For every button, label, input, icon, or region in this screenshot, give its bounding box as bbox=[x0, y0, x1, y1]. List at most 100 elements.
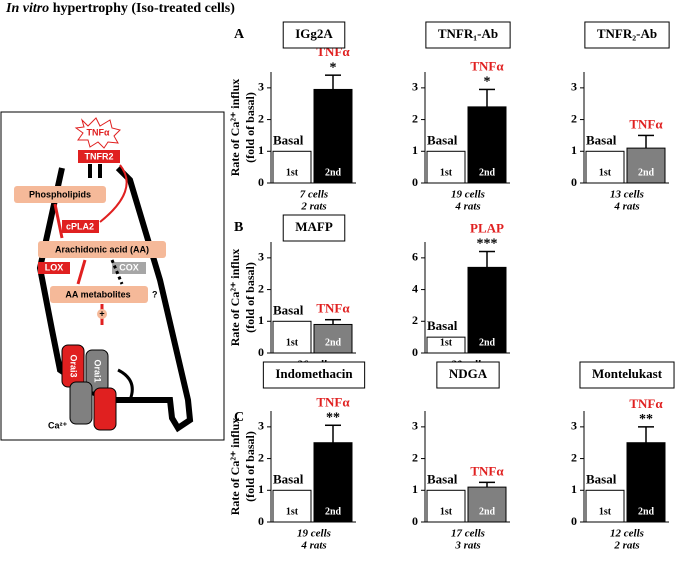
bar bbox=[313, 442, 353, 523]
bar-label: TNFα bbox=[316, 301, 350, 316]
calcium-label: Ca²⁺ bbox=[48, 420, 68, 430]
y-tick-label: 6 bbox=[412, 250, 418, 264]
n-label: 2 rats bbox=[300, 201, 326, 213]
y-tick-label: 0 bbox=[412, 514, 418, 528]
bar bbox=[313, 88, 353, 184]
category-label: 2nd bbox=[325, 506, 342, 517]
bar bbox=[272, 150, 312, 184]
y-tick-label: 2 bbox=[412, 111, 418, 125]
y-tick-label: 1 bbox=[258, 313, 264, 327]
n-label: 19 cells bbox=[297, 528, 331, 540]
category-label: 1st bbox=[440, 337, 453, 348]
bar bbox=[426, 489, 466, 523]
chart-title: TNFR₂-Ab bbox=[597, 26, 657, 41]
receptor-stem bbox=[98, 164, 102, 178]
tnf-burst bbox=[74, 117, 121, 149]
title-rest: hypertrophy (Iso-treated cells) bbox=[53, 1, 236, 16]
y-tick-label: 1 bbox=[571, 143, 577, 157]
y-tick-label: 0 bbox=[571, 175, 577, 189]
figure-title: In vitro hypertrophy (Iso-treated cells) bbox=[5, 1, 235, 16]
category-label: 1st bbox=[286, 337, 299, 348]
diagram: TNFα TNFR2 Phospholipids cPLA2 Arachidon… bbox=[0, 111, 225, 441]
y-tick-label: 1 bbox=[258, 482, 264, 496]
receptor-stem bbox=[88, 164, 92, 178]
significance: ** bbox=[326, 410, 340, 425]
orai1-label: Orai1 bbox=[93, 359, 103, 382]
bar-label: TNFα bbox=[629, 396, 663, 411]
significance: ** bbox=[639, 412, 653, 427]
y-tick-label: 3 bbox=[571, 419, 577, 433]
bar bbox=[426, 150, 466, 184]
y-tick-label: 3 bbox=[258, 250, 264, 264]
category-label: 1st bbox=[440, 167, 453, 178]
y-axis-label: (fold of basal) bbox=[243, 262, 257, 333]
bar bbox=[313, 323, 353, 354]
y-tick-label: 1 bbox=[412, 143, 418, 157]
bar-label: TNFα bbox=[470, 463, 504, 478]
title-box bbox=[282, 21, 346, 49]
title-box bbox=[436, 361, 500, 389]
y-tick-label: 0 bbox=[258, 514, 264, 528]
significance: * bbox=[484, 75, 491, 90]
y-axis-label: Rate of Ca²⁺ influx bbox=[228, 79, 242, 177]
bar-label: Basal bbox=[273, 132, 304, 147]
bar-label: Basal bbox=[273, 302, 304, 317]
n-label: 3 rats bbox=[454, 540, 480, 552]
panel-letter: B bbox=[234, 220, 243, 235]
bar-label: Basal bbox=[427, 471, 458, 486]
category-label: 1st bbox=[440, 506, 453, 517]
lox-box bbox=[38, 262, 70, 274]
question-mark: ? bbox=[152, 289, 158, 299]
orai1-cylinder bbox=[69, 381, 93, 425]
bar-label: Basal bbox=[273, 471, 304, 486]
y-tick-label: 2 bbox=[571, 111, 577, 125]
title-box bbox=[262, 361, 366, 389]
y-tick-label: 2 bbox=[571, 450, 577, 464]
metabolites-box bbox=[50, 286, 148, 303]
bar bbox=[626, 147, 666, 184]
bar-label: Basal bbox=[586, 471, 617, 486]
panel-letter: C bbox=[234, 410, 244, 425]
bar bbox=[626, 442, 666, 523]
arrow bbox=[99, 164, 128, 223]
title-box bbox=[584, 21, 670, 49]
y-tick-label: 4 bbox=[412, 281, 418, 295]
title-box bbox=[579, 361, 675, 389]
plus-label: + bbox=[99, 308, 104, 318]
receptor-box bbox=[78, 150, 120, 163]
y-tick-label: 3 bbox=[412, 80, 418, 94]
y-axis-label: Rate of Ca²⁺ influx bbox=[228, 418, 242, 516]
cpla2-label: cPLA2 bbox=[66, 221, 94, 231]
y-axis-label: (fold of basal) bbox=[243, 431, 257, 502]
bar-label: TNFα bbox=[470, 58, 504, 73]
n-label: 19 cells bbox=[451, 189, 485, 201]
orai3-cylinder bbox=[93, 387, 117, 431]
phospholipids-label: Phospholipids bbox=[29, 189, 91, 199]
bar bbox=[585, 489, 625, 523]
y-tick-label: 1 bbox=[571, 482, 577, 496]
category-label: 2nd bbox=[638, 167, 655, 178]
y-tick-label: 2 bbox=[258, 281, 264, 295]
arrow bbox=[117, 368, 134, 401]
metabolites-label: AA metabolites bbox=[65, 289, 130, 299]
n-label: 4 rats bbox=[613, 201, 639, 213]
bar bbox=[585, 150, 625, 184]
category-label: 1st bbox=[286, 506, 299, 517]
receptor-label: TNFR2 bbox=[85, 151, 114, 161]
arrow bbox=[76, 259, 87, 285]
category-label: 2nd bbox=[479, 506, 496, 517]
arrow bbox=[110, 259, 124, 285]
n-label: 4 rats bbox=[454, 201, 480, 213]
category-label: 2nd bbox=[479, 167, 496, 178]
category-label: 2nd bbox=[479, 337, 496, 348]
orai3-label: Orai3 bbox=[69, 354, 79, 377]
n-label: 7 cells bbox=[300, 189, 328, 201]
chart-title: TNFR₁-Ab bbox=[438, 26, 498, 41]
y-tick-label: 3 bbox=[571, 80, 577, 94]
category-label: 1st bbox=[286, 167, 299, 178]
chart-title: MAFP bbox=[295, 219, 333, 234]
plus-circle bbox=[97, 309, 107, 319]
significance: *** bbox=[477, 237, 498, 252]
cox-label: COX bbox=[119, 262, 139, 272]
